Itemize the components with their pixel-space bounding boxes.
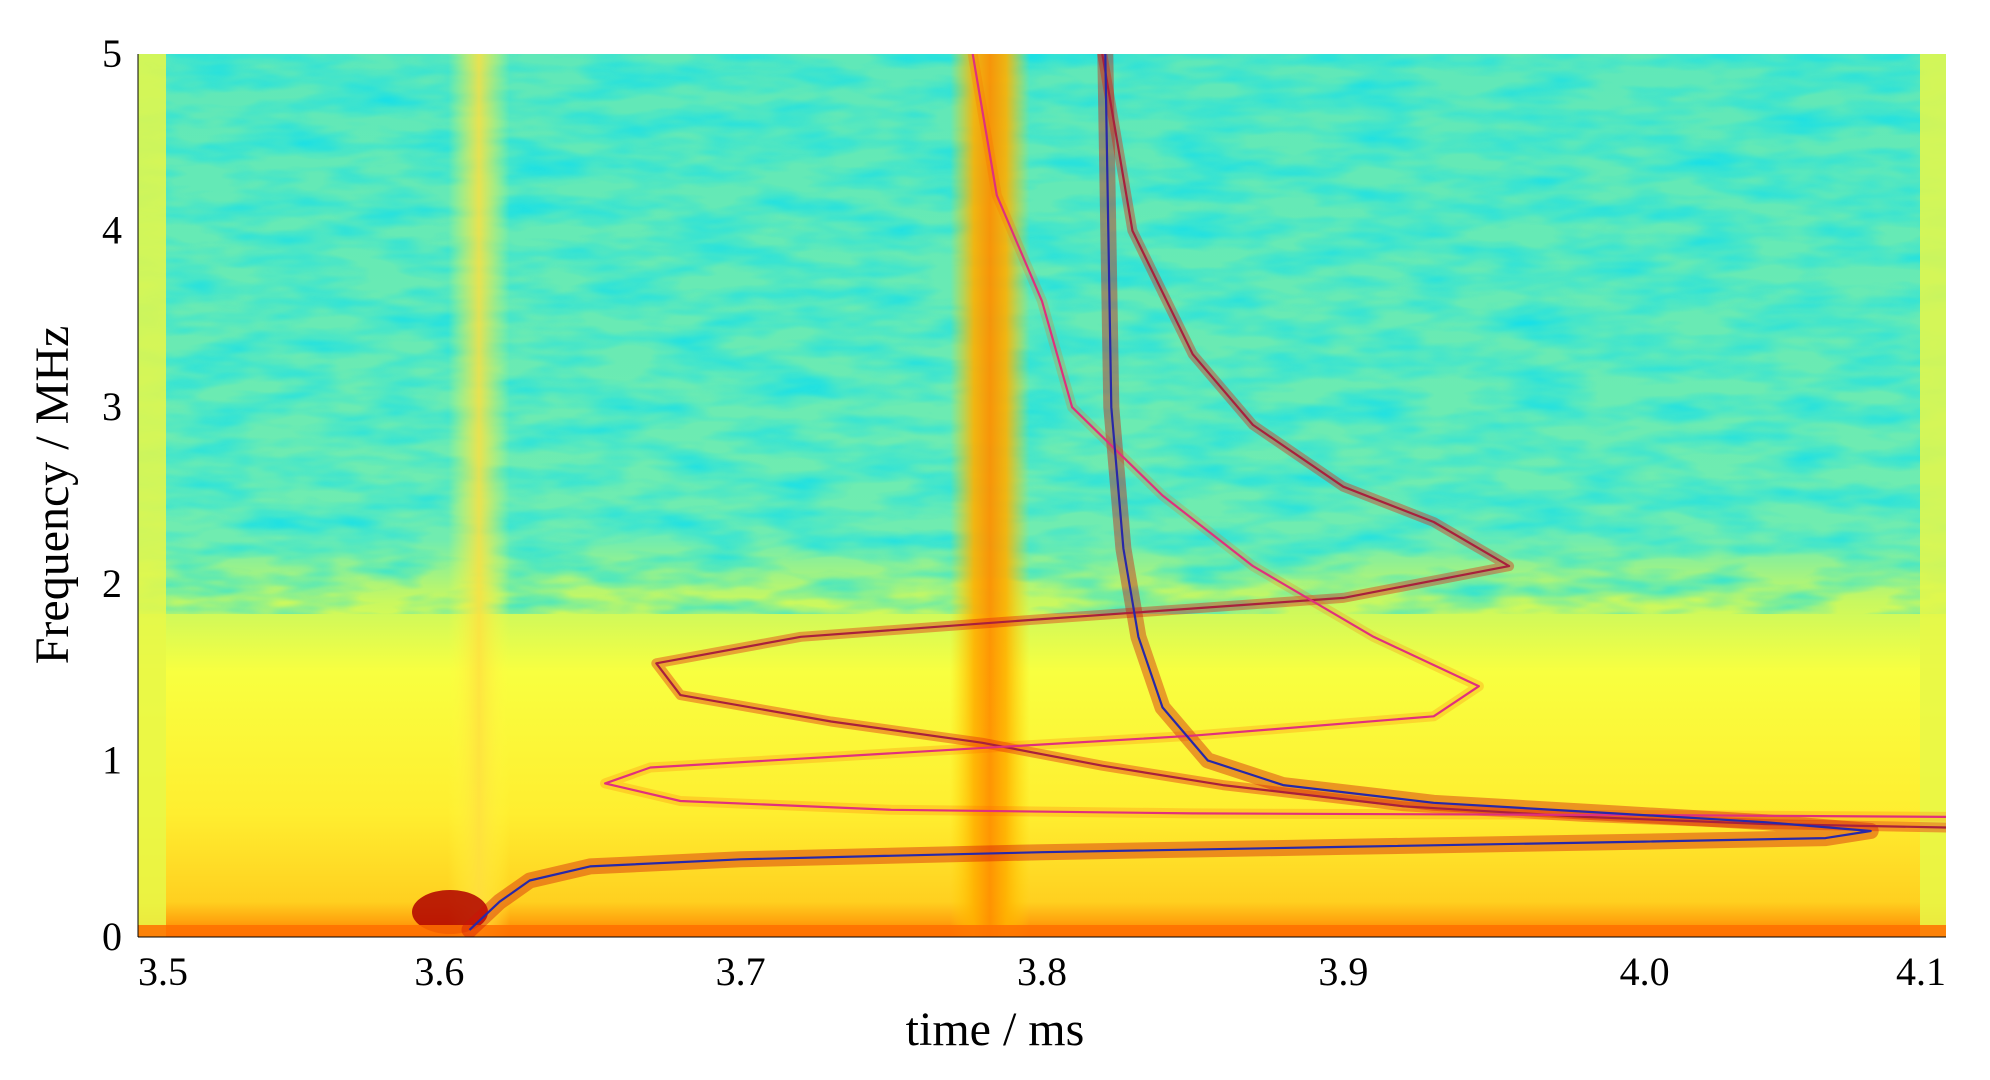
heatmap xyxy=(138,54,1946,937)
model-curve xyxy=(604,54,1946,818)
onset-blob xyxy=(412,890,488,934)
y-tick-label: 2 xyxy=(102,561,122,606)
model-curves xyxy=(468,54,1946,931)
heatmap-noise xyxy=(138,54,1946,614)
y-tick-label: 1 xyxy=(102,737,122,782)
y-tick-label: 0 xyxy=(102,914,122,959)
model-curve xyxy=(468,54,1872,931)
y-tick-label: 4 xyxy=(102,208,122,253)
stripe-3-78 xyxy=(950,54,1030,937)
x-tick-label: 3.9 xyxy=(1318,949,1368,994)
stripe-3-61 xyxy=(448,54,510,937)
x-tick-label: 3.6 xyxy=(414,949,464,994)
heatmap-left-edge xyxy=(138,54,166,937)
x-tick-label: 4.1 xyxy=(1896,949,1946,994)
x-tick-label: 3.5 xyxy=(138,949,188,994)
x-tick-label: 3.7 xyxy=(716,949,766,994)
x-tick-labels: 3.5 3.6 3.7 3.8 3.9 4.0 4.1 xyxy=(138,949,1946,994)
model-curve xyxy=(655,54,1946,829)
x-tick-label: 3.8 xyxy=(1017,949,1067,994)
y-tick-labels: 0 1 2 3 4 5 xyxy=(102,31,122,959)
y-tick-label: 3 xyxy=(102,384,122,429)
bottom-band xyxy=(138,925,1946,937)
y-axis-label: Frequency / MHz xyxy=(26,326,79,665)
heatmap-right-edge xyxy=(1920,54,1946,937)
y-tick-label: 5 xyxy=(102,31,122,76)
x-axis-label: time / ms xyxy=(906,1003,1085,1056)
x-tick-label: 4.0 xyxy=(1620,949,1670,994)
